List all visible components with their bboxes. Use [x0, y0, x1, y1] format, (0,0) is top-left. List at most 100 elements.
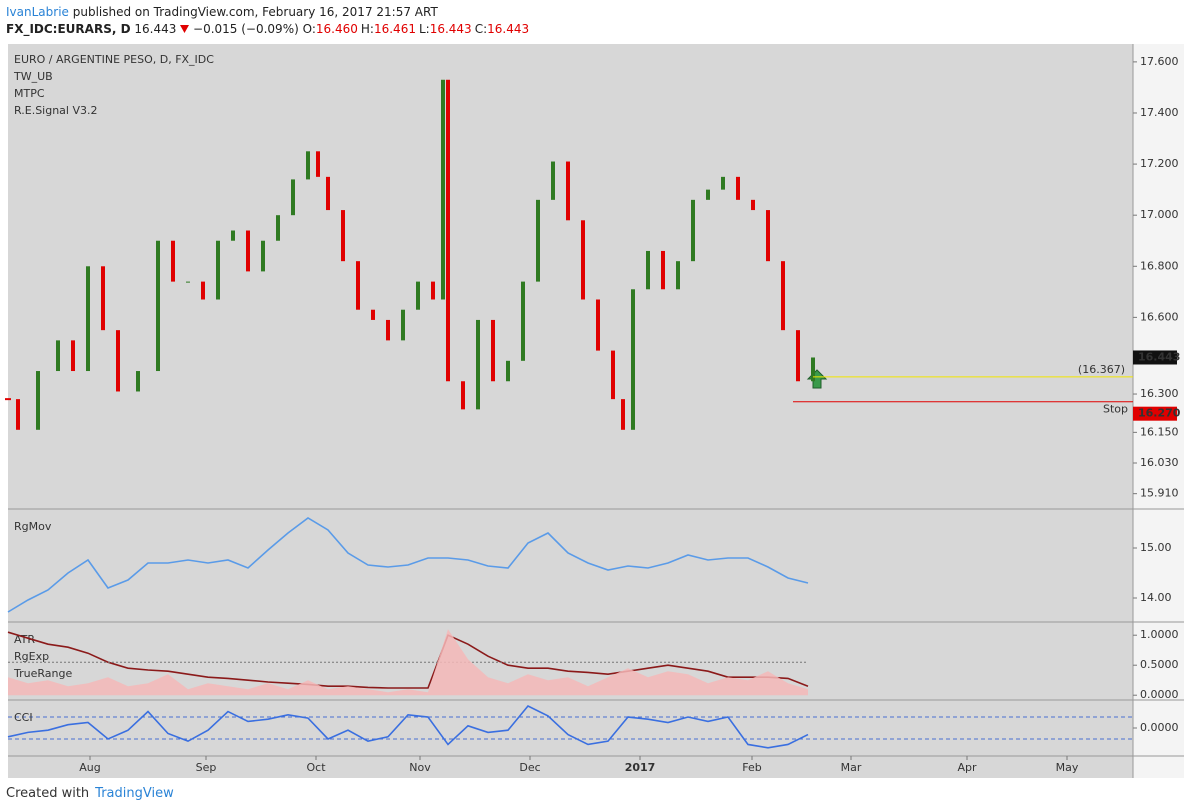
- candle: [156, 240, 160, 372]
- y-tick-label: 16.800: [1140, 259, 1179, 272]
- x-tick-label: 2017: [625, 761, 656, 774]
- last-price-badge: [1133, 350, 1177, 365]
- ohlc-key: O:: [302, 22, 316, 36]
- indicator-name: TW_UB: [13, 70, 53, 83]
- candle: [316, 151, 320, 177]
- candle: [431, 281, 435, 300]
- candle: [751, 199, 755, 211]
- chart: 17.600 17.400 17.200 17.000 16.800 16.600 16.3…: [5, 44, 1184, 778]
- stop-label: 16.270: [1138, 407, 1181, 420]
- line: [7, 631, 809, 689]
- candle: [796, 330, 800, 382]
- y-tick-label: 17.600: [1140, 55, 1179, 68]
- candle: [506, 360, 510, 382]
- ohlc-key: C:: [474, 22, 488, 36]
- candle: [441, 79, 445, 300]
- x-tick-label: Sep: [196, 761, 217, 774]
- candle: [491, 319, 495, 382]
- last-price-label: 16.443: [1138, 350, 1180, 363]
- candle: [341, 210, 345, 262]
- candle: [446, 79, 450, 382]
- candle: [261, 240, 265, 272]
- candle: [721, 176, 725, 190]
- candle: [201, 281, 205, 300]
- x-tick-label: May: [1056, 761, 1079, 774]
- candle: [231, 230, 235, 241]
- candle: [551, 161, 555, 200]
- legend-entry: TrueRange: [13, 667, 72, 680]
- candle: [71, 340, 75, 372]
- candle: [646, 250, 650, 290]
- candle: [216, 240, 220, 300]
- y-tick-label: 0.0000: [1140, 721, 1179, 734]
- candle: [461, 381, 465, 410]
- candle: [736, 176, 740, 200]
- indicator-name: R.E.Signal V3.2: [14, 104, 98, 117]
- y-tick-label: 15.910: [1140, 487, 1179, 500]
- candle: [706, 189, 710, 200]
- candle: [811, 357, 815, 382]
- candle: [781, 261, 785, 331]
- y-tick-label: 16.150: [1140, 425, 1179, 438]
- y-tick-label: 15.00: [1140, 541, 1172, 554]
- candle: [766, 210, 770, 262]
- x-tick-label: Feb: [742, 761, 761, 774]
- candle: [661, 250, 665, 290]
- y-tick-label: 16.600: [1140, 310, 1179, 323]
- stop-name: Stop: [1103, 403, 1128, 416]
- y-tick-label: 1.0000: [1140, 628, 1179, 641]
- y-tick-label: 16.030: [1140, 456, 1179, 469]
- target-label: (16.367): [1078, 363, 1125, 376]
- x-tick-label: Dec: [519, 761, 540, 774]
- author[interactable]: IvanLabrie: [6, 5, 69, 19]
- created-with: Created with: [6, 786, 90, 801]
- ohlc-value: 16.443: [487, 22, 530, 36]
- y-tick-label: 17.400: [1140, 106, 1179, 119]
- x-tick-label: Mar: [841, 761, 862, 774]
- y-tick-label: 17.200: [1140, 157, 1179, 170]
- candle: [401, 309, 405, 341]
- brand[interactable]: TradingView: [95, 786, 174, 801]
- candle: [621, 399, 625, 430]
- y-tick-label: 14.00: [1140, 591, 1172, 604]
- candle: [676, 261, 680, 290]
- candle: [691, 199, 695, 262]
- candle: [356, 261, 360, 310]
- pane-title: EURO / ARGENTINE PESO, D, FX_IDC: [14, 53, 214, 66]
- line: [7, 517, 809, 613]
- ohlc: O:16.460 H:16.461 L:16.443 C:16.443: [303, 22, 533, 36]
- y-tick-label: 0.0000: [1140, 688, 1179, 701]
- candle: [386, 319, 390, 341]
- change: −0.015 (−0.09%): [193, 22, 299, 36]
- indicator-name: MTPC: [14, 87, 45, 100]
- ohlc-key: H:: [360, 22, 374, 36]
- x-tick-label: Nov: [409, 761, 431, 774]
- candle: [276, 215, 280, 241]
- candle: [36, 371, 40, 430]
- candle: [171, 240, 175, 282]
- plot-background: [8, 44, 1133, 778]
- legend-entry: RgExp: [14, 650, 49, 663]
- x-tick-label: Oct: [306, 761, 326, 774]
- candle: [306, 151, 310, 180]
- ohlc-value: 16.460: [315, 22, 358, 36]
- candle: [536, 199, 540, 282]
- ohlc-value: 16.461: [373, 22, 416, 36]
- y-tick-label: 0.5000: [1140, 658, 1179, 671]
- line: [7, 705, 809, 749]
- candle: [631, 289, 635, 430]
- down-triangle: [180, 25, 190, 33]
- candle: [246, 230, 250, 272]
- y-tick-label: 16.300: [1140, 387, 1179, 400]
- candle: [291, 179, 295, 216]
- stop-badge: [1133, 406, 1177, 421]
- candle: [611, 350, 615, 400]
- legend-entry: CCI: [14, 711, 33, 724]
- header: IvanLabrie published on TradingView.com,…: [6, 4, 532, 38]
- candle: [581, 220, 585, 300]
- x-tick-label: Apr: [957, 761, 977, 774]
- candle: [566, 161, 570, 221]
- candle: [136, 371, 140, 392]
- ohlc-key: L:: [418, 22, 430, 36]
